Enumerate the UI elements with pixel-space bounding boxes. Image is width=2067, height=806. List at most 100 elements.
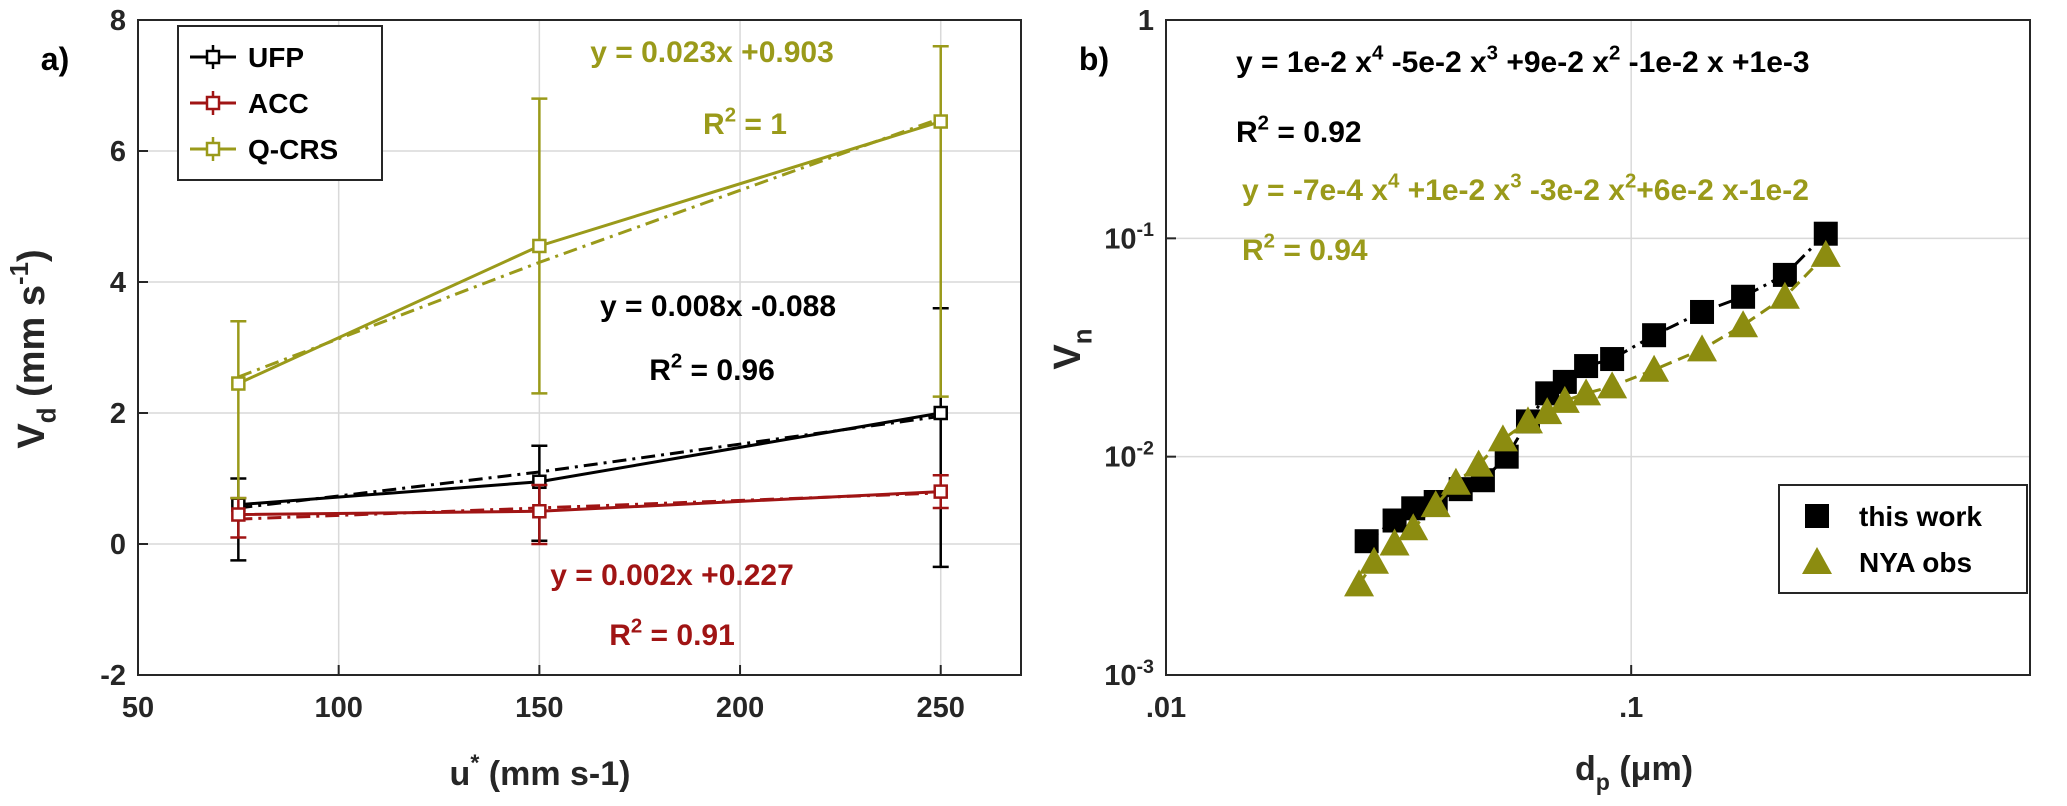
annotation-part: = 0.94 [1275, 234, 1368, 267]
annotation: R2 = 1 [703, 104, 787, 141]
x-tick-label: .01 [1146, 692, 1186, 724]
y-axis-label-part: V [1047, 344, 1089, 370]
marker [1487, 424, 1518, 452]
marker [1549, 385, 1580, 413]
annotation-part: = 0.91 [642, 619, 735, 652]
marker [532, 504, 547, 519]
legend-label: UFP [248, 42, 304, 73]
marker [532, 238, 547, 254]
y-axis-label-part: (mm s [11, 285, 53, 407]
annotation-part: 3 [1510, 170, 1521, 192]
annotation-part: -5e-2 x [1383, 46, 1487, 79]
marker [1532, 397, 1563, 425]
marker [1463, 449, 1494, 477]
annotation-part: 2 [725, 104, 736, 126]
axes-frame [137, 19, 1022, 676]
legend-label: this work [1859, 501, 1982, 532]
annotation-part: R [1236, 116, 1258, 149]
error-bar [932, 44, 949, 398]
marker [1344, 569, 1375, 597]
y-axis-label: Vn [1047, 328, 1097, 369]
marker [1728, 310, 1759, 338]
y-tick-label-part: -2 [1136, 437, 1154, 459]
y-axis-label-part: ) [11, 249, 53, 262]
annotation-part: 3 [1487, 42, 1498, 64]
y-tick-label: 10-1 [1104, 219, 1154, 255]
annotation-part: +6e-2 x-1e-2 [1636, 174, 1809, 207]
legend-box [1778, 484, 2028, 594]
annotation-part: +1e-2 x [1399, 174, 1510, 207]
annotation-part: 2 [1625, 170, 1636, 192]
annotation: y = 0.023x +0.903 [590, 36, 834, 69]
x-axis-label-part: u [450, 755, 471, 793]
annotation-part: -3e-2 x [1522, 174, 1626, 207]
marker [1600, 347, 1625, 372]
y-tick-label: 8 [110, 5, 126, 37]
x-axis-label-part: d [1575, 750, 1596, 788]
annotation-part: R [649, 354, 671, 387]
annotation: R2 = 0.92 [1236, 112, 1362, 149]
annotation-part: 2 [1258, 112, 1269, 134]
y-tick-label: 4 [110, 267, 126, 299]
marker [1687, 334, 1718, 362]
marker [1359, 546, 1390, 574]
legend-label: NYA obs [1859, 547, 1972, 578]
x-axis-label-part: (mm s-1) [479, 755, 630, 793]
y-tick-label-part: 10 [1104, 223, 1136, 255]
y-tick-label: 10-3 [1104, 656, 1154, 692]
annotation-part: 2 [631, 615, 642, 637]
annotation-part: = 0.92 [1269, 116, 1362, 149]
annotation-part: y = -7e-4 x [1242, 174, 1388, 207]
annotation: y = -7e-4 x4 +1e-2 x3 -3e-2 x2+6e-2 x-1e… [1242, 170, 1809, 207]
annotation-part: 2 [1264, 230, 1275, 252]
annotation-part: R [1242, 234, 1264, 267]
annotation: y = 1e-2 x4 -5e-2 x3 +9e-2 x2 -1e-2 x +1… [1236, 42, 1810, 79]
y-tick-label: 2 [110, 398, 126, 430]
marker [1512, 406, 1543, 434]
error-bar [230, 320, 247, 500]
marker [1597, 371, 1628, 399]
annotation-part: 4 [1372, 42, 1384, 64]
marker [1420, 490, 1451, 518]
marker [1379, 528, 1410, 556]
annotation-part: -1e-2 x +1e-3 [1620, 46, 1809, 79]
legend-label: Q-CRS [248, 134, 338, 165]
annotation-part: = 1 [736, 108, 787, 141]
marker [1802, 547, 1832, 574]
y-axis-label-part: n [1069, 328, 1097, 344]
annotation: R2 = 0.94 [1242, 230, 1368, 267]
legend-marker [205, 141, 221, 157]
annotation-part: +9e-2 x [1498, 46, 1609, 79]
y-tick-label: -2 [100, 660, 126, 692]
marker [1398, 513, 1429, 541]
marker [933, 114, 948, 129]
marker [1810, 239, 1841, 267]
y-tick-label: 1 [1138, 5, 1154, 37]
y-tick-label-part: 10 [1104, 660, 1136, 692]
y-axis-label-part: d [33, 407, 61, 423]
annotation-part: = 0.96 [682, 354, 775, 387]
legend-marker [205, 49, 221, 65]
annotation-part: 2 [1609, 42, 1620, 64]
annotation: R2 = 0.96 [649, 350, 775, 387]
x-axis-label-part: * [470, 750, 479, 776]
annotation-part: 2 [671, 350, 682, 372]
x-tick-label: 100 [314, 692, 362, 724]
annotation: R2 = 0.91 [609, 615, 735, 652]
y-tick-label-part: -3 [1136, 656, 1154, 678]
x-tick-label: 250 [917, 692, 965, 724]
marker [1690, 299, 1715, 324]
marker [231, 507, 246, 522]
panel-label: b) [1079, 41, 1109, 77]
y-tick-label: 6 [110, 136, 126, 168]
annotation-part: R [609, 619, 631, 652]
marker [933, 484, 948, 499]
x-tick-label: .1 [1619, 692, 1643, 724]
marker [231, 376, 246, 391]
y-axis-label: Vd (mm s-1) [6, 249, 61, 448]
x-tick-label: 150 [515, 692, 563, 724]
marker [1769, 281, 1800, 309]
annotation-part: y = 1e-2 x [1236, 46, 1372, 79]
x-axis-label-part: (μm) [1610, 750, 1693, 788]
